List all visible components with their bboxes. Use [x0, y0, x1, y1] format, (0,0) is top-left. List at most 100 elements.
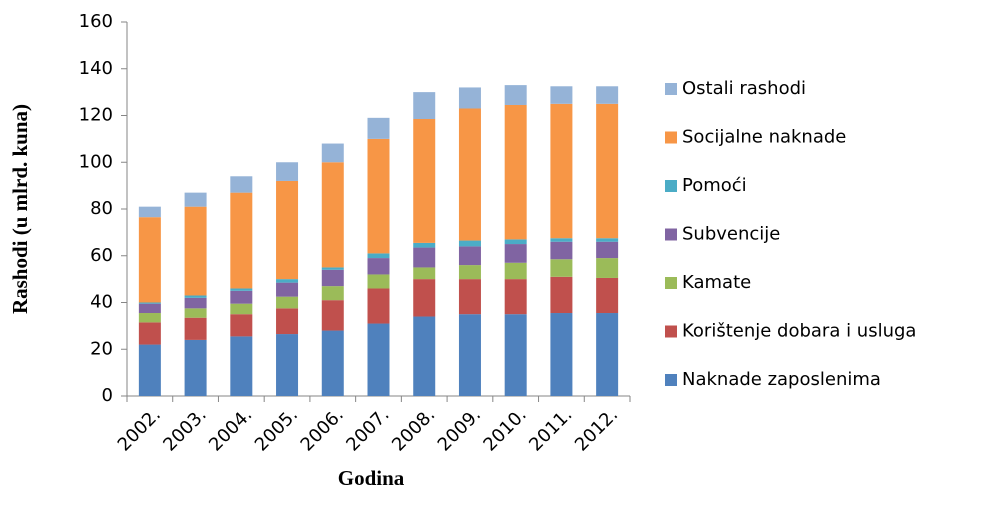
y-tick-label: 60 [90, 245, 113, 266]
bar-segment [550, 276, 573, 314]
legend-label: Ostali rashodi [682, 78, 806, 99]
legend-label: Subvencije [682, 224, 780, 245]
bar-segment [321, 143, 344, 163]
bar-segment [413, 247, 436, 268]
bar-segment [596, 277, 619, 314]
legend-swatch [665, 277, 677, 289]
bar-segment [138, 322, 161, 345]
bar-segment [321, 286, 344, 301]
bar-segment [550, 103, 573, 239]
bar-segment [504, 239, 527, 245]
bar-segment [184, 297, 207, 309]
x-axis-title: Godina [338, 466, 405, 490]
bar-segment [184, 295, 207, 298]
legend-label: Pomoći [682, 175, 747, 196]
bar-segment [413, 242, 436, 248]
bar-segment [230, 290, 253, 304]
bar-segment [230, 192, 253, 289]
bar-segment [230, 176, 253, 193]
bar-segment [367, 274, 390, 289]
legend-swatch [665, 83, 677, 95]
bar-segment [458, 265, 481, 280]
bar-segment [458, 246, 481, 266]
legend-swatch [665, 131, 677, 144]
legend-label: Naknade zaposlenima [682, 369, 881, 390]
legend-swatch [665, 374, 677, 386]
bar-segment [321, 162, 344, 268]
bar-segment [596, 86, 619, 104]
bar-segment [184, 317, 207, 340]
bar-segment [184, 308, 207, 318]
bar-segment [276, 282, 299, 297]
legend-label: Socijalne naknade [682, 127, 846, 148]
bar-segment [550, 313, 573, 396]
bar-segment [550, 241, 573, 260]
x-tick-label: 2011. [525, 404, 576, 455]
bar-segment [321, 267, 344, 270]
x-tick-label: 2008. [388, 404, 439, 455]
bar-segment [276, 279, 299, 283]
y-tick-label: 40 [90, 292, 113, 313]
bar-segment [504, 104, 527, 240]
y-tick-label: 160 [79, 11, 113, 32]
legend-swatch [665, 325, 677, 338]
bar-segment [367, 253, 390, 259]
bar-segment [367, 258, 390, 275]
bar-segment [413, 316, 436, 396]
bar-segment [276, 308, 299, 335]
bar-segment [321, 330, 344, 396]
bar-segment [138, 313, 161, 323]
x-tick-label: 2009. [434, 404, 485, 455]
bar-segment [596, 313, 619, 396]
bar-segment [504, 262, 527, 280]
bar-segment [458, 240, 481, 247]
bar-segment [596, 103, 619, 239]
bar-segment [367, 323, 390, 396]
bar-segment [504, 85, 527, 105]
bar-segment [596, 241, 619, 259]
y-axis-title: Rashodi (u mlrd. kuna) [8, 104, 32, 314]
bar-segment [367, 117, 390, 139]
legend-swatch [665, 228, 677, 241]
bar-segment [276, 162, 299, 181]
x-tick-label: 2005. [251, 404, 302, 455]
bar-segment [230, 288, 253, 291]
bar-segment [413, 279, 436, 317]
bar-segment [458, 87, 481, 109]
x-tick-label: 2010. [479, 404, 530, 455]
bar-segment [276, 296, 299, 309]
legend-label: Kamate [682, 272, 751, 293]
bar-segment [458, 108, 481, 241]
y-tick-label: 20 [90, 338, 113, 359]
bar-segment [596, 258, 619, 278]
bar-segment [184, 206, 207, 296]
y-tick-label: 0 [102, 385, 113, 406]
y-tick-label: 80 [90, 198, 113, 219]
bar-segment [230, 303, 253, 315]
x-tick-label: 2007. [342, 404, 393, 455]
bar-segment [504, 279, 527, 315]
bar-segment [367, 288, 390, 324]
bar-segment [276, 180, 299, 280]
bar-segment [550, 259, 573, 277]
x-tick-label: 2004. [205, 404, 256, 455]
bar-segment [458, 279, 481, 315]
bar-segment [413, 92, 436, 120]
x-tick-label: 2012. [571, 404, 622, 455]
bar-segment [184, 339, 207, 396]
x-tick-label: 2002. [114, 404, 165, 455]
bar-segment [458, 314, 481, 396]
bar-segment [504, 314, 527, 396]
legend-swatch [665, 180, 677, 192]
bar-segment [413, 119, 436, 243]
bar-segment [230, 336, 253, 396]
bar-segment [276, 334, 299, 396]
x-tick-label: 2006. [297, 404, 348, 455]
bar-segment [550, 86, 573, 104]
bar-segment [138, 217, 161, 303]
legend-label: Korištenje dobara i usluga [682, 321, 916, 342]
bar-segment [321, 300, 344, 331]
y-tick-label: 100 [79, 151, 113, 172]
y-tick-label: 120 [79, 105, 113, 126]
